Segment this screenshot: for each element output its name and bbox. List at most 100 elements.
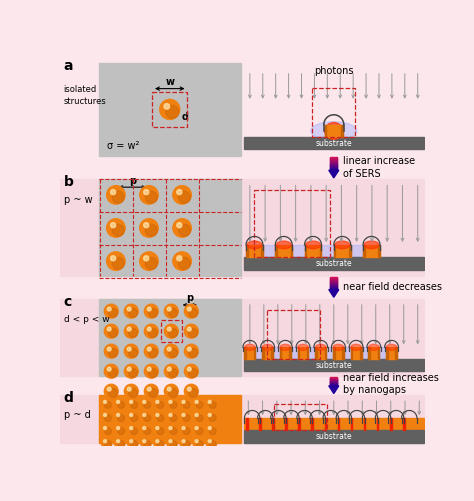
Circle shape	[167, 437, 177, 448]
Circle shape	[104, 384, 118, 398]
Circle shape	[109, 368, 118, 377]
Bar	[386, 347, 397, 359]
Text: p: p	[186, 294, 193, 304]
Bar	[330, 378, 337, 379]
Circle shape	[187, 367, 191, 371]
Bar	[363, 245, 365, 257]
Circle shape	[146, 191, 157, 203]
Bar	[61, 395, 425, 443]
Circle shape	[131, 427, 137, 434]
Text: p ~ d: p ~ d	[64, 410, 90, 420]
Circle shape	[180, 450, 191, 461]
Circle shape	[117, 453, 119, 456]
Circle shape	[184, 304, 198, 318]
Bar	[330, 281, 337, 282]
Circle shape	[206, 424, 217, 435]
Circle shape	[140, 437, 151, 448]
Circle shape	[143, 400, 146, 403]
Circle shape	[128, 348, 137, 357]
Circle shape	[183, 427, 190, 434]
Circle shape	[170, 414, 177, 421]
Circle shape	[128, 309, 137, 317]
Circle shape	[109, 309, 118, 317]
Circle shape	[140, 424, 151, 435]
Bar	[245, 347, 255, 359]
Bar	[315, 347, 317, 359]
Circle shape	[189, 368, 198, 377]
Text: p ~ w: p ~ w	[64, 194, 92, 204]
Circle shape	[140, 219, 158, 237]
Bar	[351, 347, 362, 359]
Bar	[99, 63, 241, 156]
Bar	[330, 285, 337, 286]
Text: b: b	[64, 175, 73, 189]
Bar	[344, 347, 351, 359]
Circle shape	[144, 441, 151, 448]
Circle shape	[147, 387, 151, 391]
Circle shape	[148, 348, 157, 357]
Circle shape	[167, 387, 171, 391]
Bar	[304, 245, 306, 257]
Text: near field increases
by nanogaps: near field increases by nanogaps	[343, 373, 439, 395]
Circle shape	[128, 424, 138, 435]
Circle shape	[145, 344, 158, 358]
Circle shape	[182, 426, 185, 430]
Circle shape	[104, 304, 118, 318]
Bar	[263, 245, 275, 257]
Circle shape	[131, 441, 137, 448]
Ellipse shape	[325, 122, 343, 139]
Circle shape	[184, 364, 198, 378]
Circle shape	[196, 454, 203, 461]
Bar	[330, 280, 337, 281]
Circle shape	[182, 453, 185, 456]
Bar	[330, 382, 337, 383]
Bar	[333, 347, 335, 359]
Circle shape	[193, 411, 204, 422]
Circle shape	[117, 400, 119, 403]
Bar	[386, 347, 388, 359]
Bar	[364, 418, 365, 430]
Bar	[298, 347, 309, 359]
Bar	[390, 418, 392, 430]
Bar	[246, 418, 247, 430]
Text: substrate: substrate	[316, 259, 352, 268]
Circle shape	[107, 307, 111, 311]
Circle shape	[104, 401, 111, 408]
Circle shape	[157, 414, 164, 421]
Circle shape	[112, 191, 124, 203]
Bar	[330, 289, 337, 290]
Text: a: a	[64, 59, 73, 73]
Bar	[244, 137, 424, 149]
Ellipse shape	[364, 241, 379, 249]
Text: p: p	[129, 176, 136, 186]
Circle shape	[173, 252, 191, 271]
Circle shape	[189, 388, 198, 397]
Circle shape	[208, 400, 211, 403]
Circle shape	[104, 324, 118, 338]
Circle shape	[143, 426, 146, 430]
Bar	[315, 347, 326, 359]
Circle shape	[104, 364, 118, 378]
Circle shape	[208, 426, 211, 430]
Bar	[330, 167, 337, 168]
Bar	[244, 359, 424, 371]
Text: d < p < w: d < p < w	[64, 315, 109, 324]
Bar	[280, 347, 291, 359]
Bar	[330, 383, 337, 384]
Bar	[245, 347, 246, 359]
Circle shape	[114, 411, 125, 422]
Circle shape	[131, 401, 137, 408]
Circle shape	[156, 400, 159, 403]
Circle shape	[109, 328, 118, 337]
Bar	[330, 379, 337, 380]
Circle shape	[167, 450, 177, 461]
Circle shape	[169, 400, 172, 403]
Bar	[351, 245, 363, 257]
Text: c: c	[64, 295, 72, 309]
Circle shape	[187, 347, 191, 351]
Polygon shape	[329, 290, 339, 297]
Circle shape	[144, 454, 151, 461]
Circle shape	[128, 368, 137, 377]
Circle shape	[164, 384, 178, 398]
Circle shape	[117, 426, 119, 430]
